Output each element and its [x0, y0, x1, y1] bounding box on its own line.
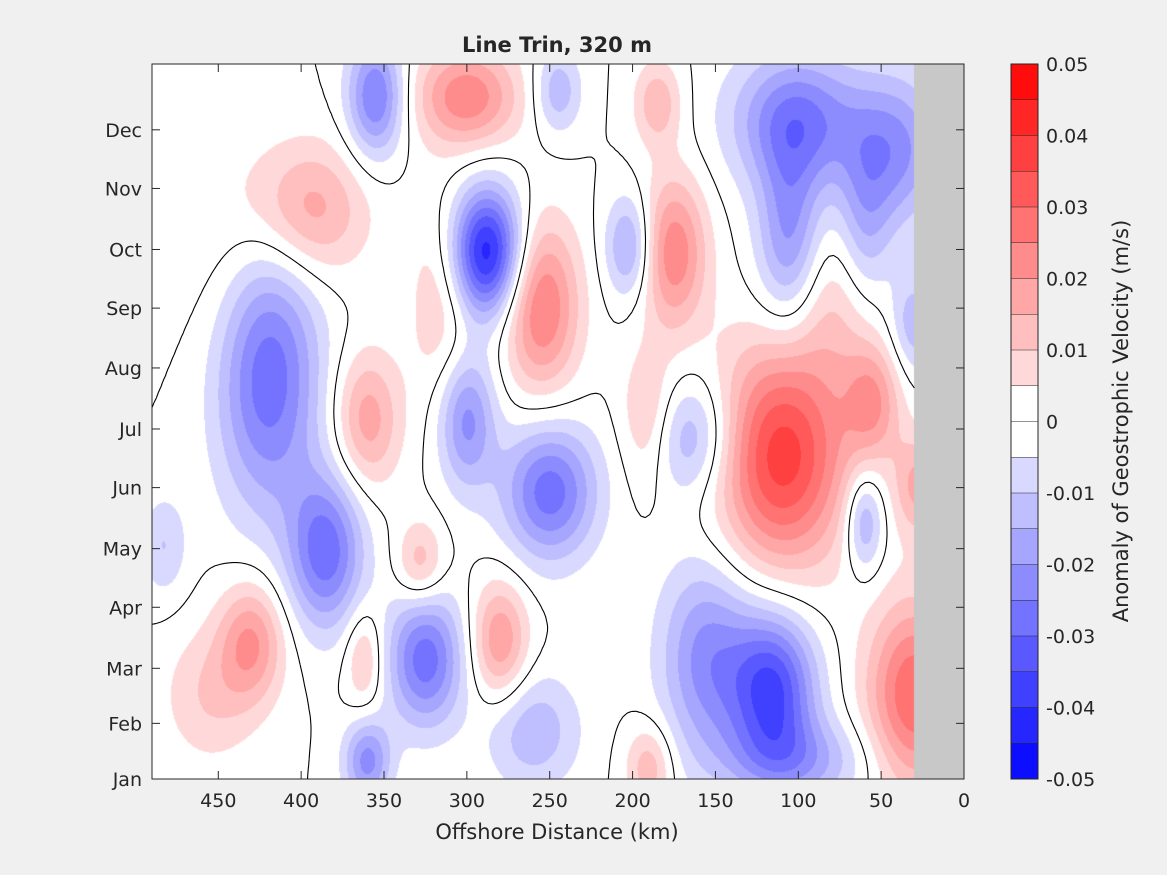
velocity-anomaly-field	[152, 64, 964, 779]
colorbar-ticks: 0.05 0.04 0.03 0.02 0.01 0 -0.01 -0.02 -0.03 -0.0…	[1046, 54, 1095, 791]
colorbar-tick-label: 0.02	[1046, 269, 1088, 291]
colorbar-bin	[1011, 493, 1038, 529]
x-tick-label: 100	[780, 790, 816, 812]
y-tick-label: Apr	[109, 597, 142, 619]
colorbar-frame	[1010, 63, 1039, 780]
colorbar-tick-label: 0.01	[1046, 340, 1088, 362]
x-tick-label: 50	[869, 790, 893, 812]
colorbar-tick-label: -0.01	[1046, 483, 1095, 505]
colorbar: 0.05 0.04 0.03 0.02 0.01 0 -0.01 -0.02 -0.03 -0.0…	[1010, 54, 1133, 791]
plot-area: 450 400 350 300 250 200 150 100 50 0 Jan Feb Mar Apr…	[103, 63, 970, 812]
x-axis-label: Offshore Distance (km)	[435, 820, 678, 844]
colorbar-bin	[1011, 564, 1038, 601]
colorbar-bin	[1011, 242, 1038, 279]
colorbar-bin	[1011, 99, 1038, 136]
colorbar-tick-label: -0.03	[1046, 626, 1095, 648]
colorbar-bin	[1011, 743, 1038, 779]
x-axis-ticks: 450 400 350 300 250 200 150 100 50 0	[200, 64, 970, 812]
zero-contour	[151, 63, 915, 780]
colorbar-bin	[1011, 671, 1038, 708]
colorbar-bin	[1011, 350, 1038, 386]
colorbar-bin	[1011, 207, 1038, 243]
y-tick-label: Feb	[108, 713, 142, 735]
y-tick-label: Mar	[106, 658, 142, 680]
y-tick-label: Jul	[118, 419, 142, 441]
x-tick-label: 350	[366, 790, 402, 812]
colorbar-label: Anomaly of Geostrophic Velocity (m/s)	[1109, 220, 1133, 623]
plot-frame	[151, 63, 965, 780]
x-tick-label: 300	[449, 790, 485, 812]
colorbar-bin	[1011, 707, 1038, 744]
colorbar-bin	[1011, 64, 1038, 100]
y-tick-label: Aug	[105, 358, 142, 380]
colorbar-bin	[1011, 314, 1038, 350]
y-tick-label: Jun	[111, 478, 142, 500]
x-tick-label: 450	[200, 790, 236, 812]
colorbar-bin	[1011, 421, 1038, 458]
colorbar-bin	[1011, 385, 1038, 422]
colorbar-tick-label: 0	[1046, 412, 1058, 434]
x-tick-label: 250	[532, 790, 568, 812]
y-tick-label: Jan	[112, 769, 142, 791]
colorbar-bin	[1011, 171, 1038, 207]
x-tick-label: 200	[614, 790, 650, 812]
colorbar-bin	[1011, 600, 1038, 636]
colorbar-tick-label: 0.03	[1046, 197, 1088, 219]
colorbar-tick-label: -0.05	[1046, 769, 1095, 791]
colorbar-bin	[1011, 528, 1038, 565]
y-tick-label: Sep	[106, 298, 142, 320]
colorbar-tick-label: 0.05	[1046, 54, 1088, 76]
x-tick-label: 150	[697, 790, 733, 812]
colorbar-bin	[1011, 278, 1038, 315]
colorbar-tick-label: 0.04	[1046, 126, 1088, 148]
colorbar-bin	[1011, 636, 1038, 672]
zero-contour-lines	[151, 63, 915, 780]
no-data-region	[915, 64, 964, 779]
x-tick-label: 0	[958, 790, 970, 812]
y-tick-label: May	[103, 539, 142, 561]
colorbar-tick-label: -0.02	[1046, 555, 1095, 577]
y-tick-label: Dec	[105, 120, 142, 142]
colorbar-blocks	[1011, 64, 1038, 779]
colorbar-tick-label: -0.04	[1046, 698, 1095, 720]
x-tick-label: 400	[283, 790, 319, 812]
colorbar-bin	[1011, 457, 1038, 493]
colorbar-bin	[1011, 135, 1038, 172]
y-axis-ticks: Jan Feb Mar Apr May Jun Jul Aug Sep Oct Nov Dec	[103, 120, 964, 791]
y-tick-label: Nov	[105, 178, 142, 200]
y-tick-label: Oct	[109, 239, 142, 261]
chart-title: Line Trin, 320 m	[462, 33, 652, 57]
